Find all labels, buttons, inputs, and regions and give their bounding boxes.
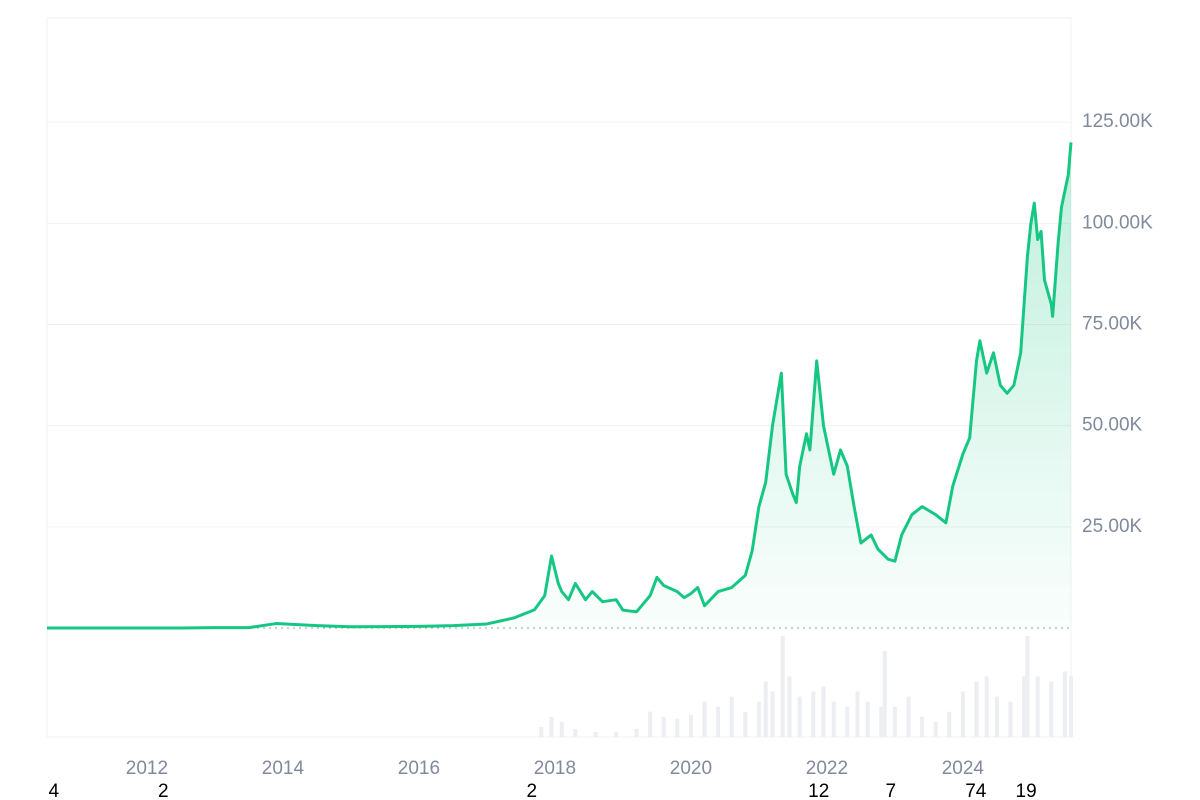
volume-bar [573,728,578,737]
volume-bar [756,701,761,737]
volume-bar [984,676,989,737]
x-tick-label: 2024 [942,758,985,779]
volume-bar [811,691,816,737]
volume-bar [559,721,564,737]
y-tick-label: 50.00K [1082,415,1143,436]
price-line [46,142,1073,630]
volume-bar [1008,701,1013,737]
x-tick-label: 2022 [806,758,848,779]
volume-bar [1069,676,1073,737]
volume-bar [787,676,792,737]
volume-bar [648,711,653,737]
volume-bar [974,681,979,737]
volume-bar [661,716,666,737]
volume-bar [780,636,785,737]
x-tick-label: 2014 [262,758,305,779]
volume-bar [593,731,598,737]
volume-bar [1022,676,1027,737]
volume-bar [879,706,884,737]
volume-bar [797,696,802,737]
volume-bar [539,726,544,737]
area [47,142,1071,628]
x-tick-label: 2016 [398,758,440,779]
volume-bar [702,701,707,737]
volume-bar [675,718,680,737]
volume-bar [716,706,721,737]
volume-bar [821,686,826,737]
volume-bar [614,731,619,737]
volume-bar [855,691,860,737]
y-tick-label: 75.00K [1082,314,1143,335]
event-marker: 7 [886,781,897,800]
event-marker: 2 [527,781,538,800]
volume-bar [549,716,554,737]
event-marker: 74 [965,781,987,800]
volume-bar [1049,681,1054,737]
x-tick-label: 2018 [534,758,576,779]
volume-bar [634,728,639,737]
volume-bar [920,716,925,737]
x-tick-label: 2012 [126,758,168,779]
volume-bar [933,721,938,737]
event-marker: 19 [1016,781,1037,800]
volume-bar [882,651,887,737]
volume-bar [906,696,911,737]
event-marker: 12 [808,781,829,800]
volume-bar [947,711,952,737]
volume-bar [770,691,775,737]
volume-bar [763,681,768,737]
volume-bar [865,701,870,737]
x-tick-label: 2020 [670,758,712,779]
event-marker: 2 [158,781,169,800]
volume-bar [743,711,748,737]
volume-bar [1025,636,1030,737]
volume-bar [892,706,897,737]
volume-bar [831,701,836,737]
volume-bar [960,691,965,737]
volume-bar [994,696,999,737]
volume-bar [688,714,693,737]
y-tick-label: 125.00K [1082,111,1153,132]
volume-bar [1062,671,1067,737]
event-marker: 4 [49,781,60,800]
y-tick-label: 25.00K [1082,516,1143,537]
volume-bar [1035,676,1040,737]
volume-bar [845,706,850,737]
volume-bar [729,696,734,737]
y-tick-label: 100.00K [1082,212,1153,233]
